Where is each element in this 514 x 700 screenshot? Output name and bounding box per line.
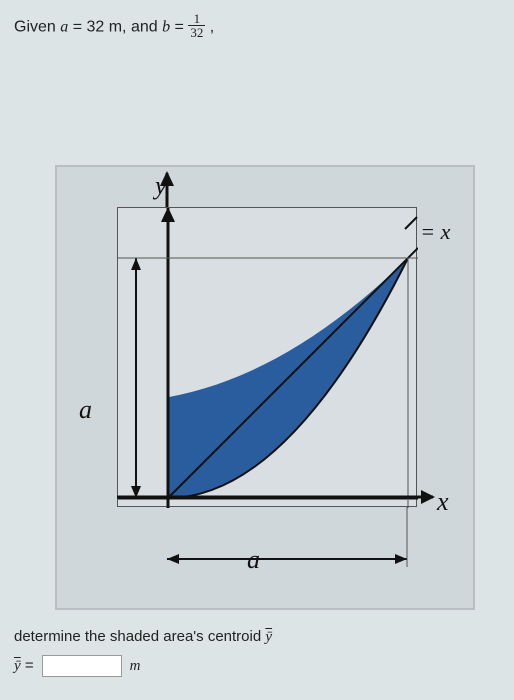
x-axis-label: x xyxy=(437,487,449,517)
ybar-symbol: ȳ xyxy=(265,629,272,645)
question-text: determine the shaded area's centroid ȳ xyxy=(14,628,272,646)
dim-a-vertical-arrow-top xyxy=(131,258,141,270)
figure-container: y y = x x a a y = bx2 xyxy=(55,165,475,610)
frac-num: 1 xyxy=(188,12,205,26)
dim-a-vertical-label: a xyxy=(79,395,92,425)
plot-svg xyxy=(118,208,418,508)
frac-den: 32 xyxy=(188,26,205,39)
x-axis-arrowhead xyxy=(421,490,435,504)
answer-ybar-label: ȳ = xyxy=(14,657,34,675)
answer-row: ȳ = m xyxy=(14,655,140,677)
dim-a-horizontal-label: a xyxy=(247,545,260,575)
y-axis-arrowhead xyxy=(161,208,175,222)
figure-plot xyxy=(117,207,417,507)
y-axis-label: y xyxy=(155,171,167,201)
line-y-equals-x xyxy=(168,248,418,498)
dim-a-horizontal-arrow-right xyxy=(395,554,407,564)
dim-a-horizontal-arrow-left xyxy=(167,554,179,564)
dim-a-vertical-arrow-bot xyxy=(131,486,141,498)
answer-unit: m xyxy=(130,658,141,675)
prompt-tail: , xyxy=(205,19,214,36)
answer-input[interactable] xyxy=(42,655,122,677)
var-b: b xyxy=(162,19,170,36)
question-stem: determine the shaded area's centroid xyxy=(14,628,265,645)
prompt-eq1: = 32 m, and xyxy=(68,19,162,36)
prompt-eq2: = xyxy=(170,19,188,36)
problem-prompt: Given a = 32 m, and b = 132 , xyxy=(14,14,214,41)
fraction: 132 xyxy=(188,12,205,39)
prompt-prefix: Given xyxy=(14,19,60,36)
